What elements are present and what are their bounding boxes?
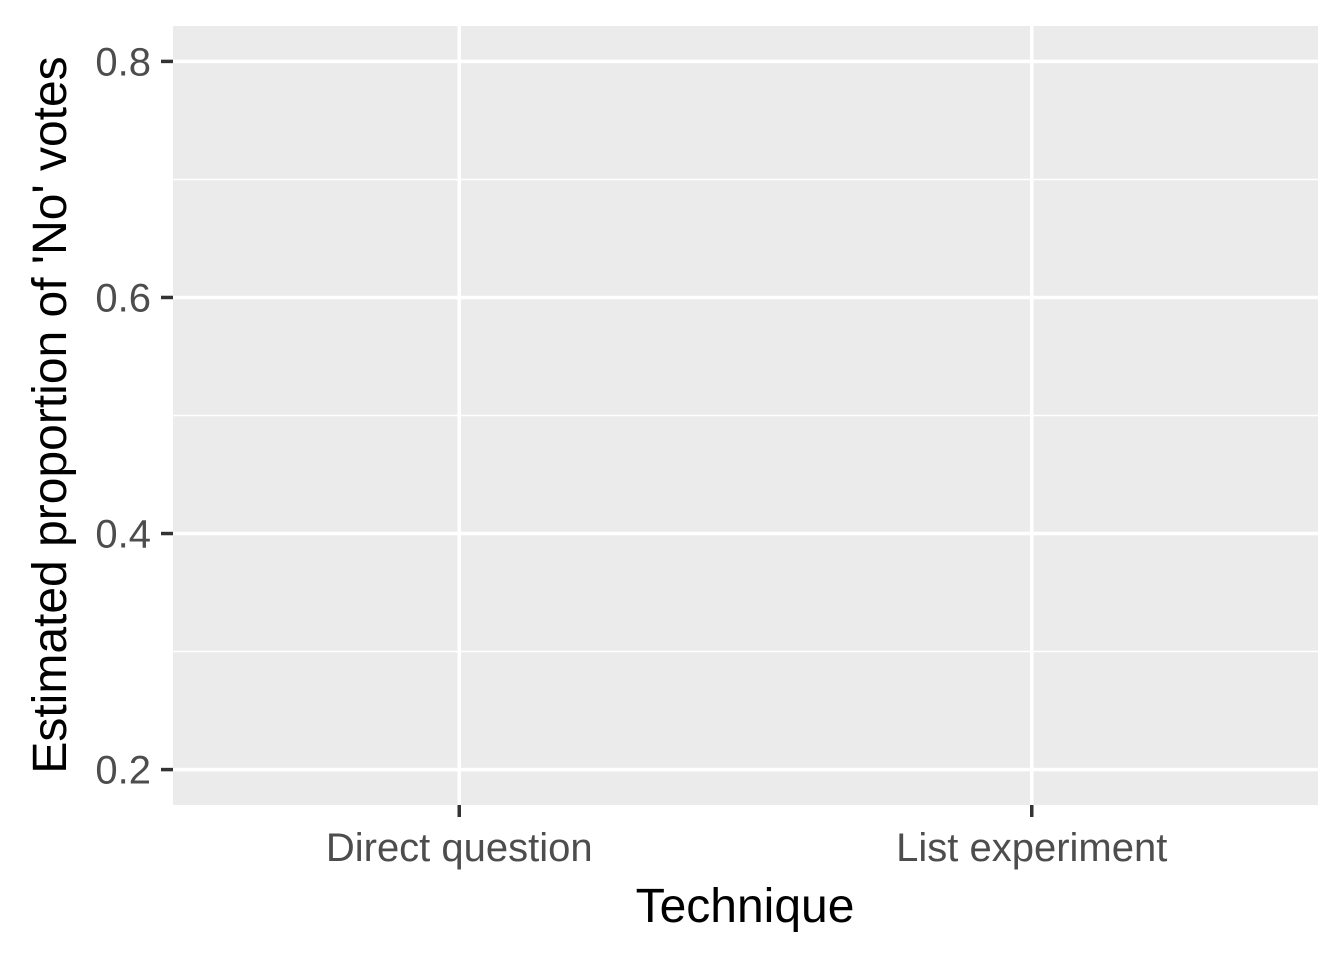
- y-tick-label: 0.4: [95, 513, 151, 557]
- grid-minor: [173, 178, 1318, 653]
- y-tick-label: 0.6: [95, 276, 151, 320]
- y-axis: 0.2 0.4 0.6 0.8: [95, 40, 173, 793]
- grid-major: [173, 26, 1318, 805]
- y-tick-label: 0.8: [95, 40, 151, 84]
- y-axis-title: Estimated proportion of 'No' votes: [24, 56, 77, 773]
- x-tick-label: List experiment: [896, 826, 1167, 870]
- y-tick-label: 0.2: [95, 749, 151, 793]
- x-axis-title: Technique: [636, 880, 855, 933]
- x-axis: Direct question List experiment: [326, 805, 1167, 870]
- x-tick-label: Direct question: [326, 826, 593, 870]
